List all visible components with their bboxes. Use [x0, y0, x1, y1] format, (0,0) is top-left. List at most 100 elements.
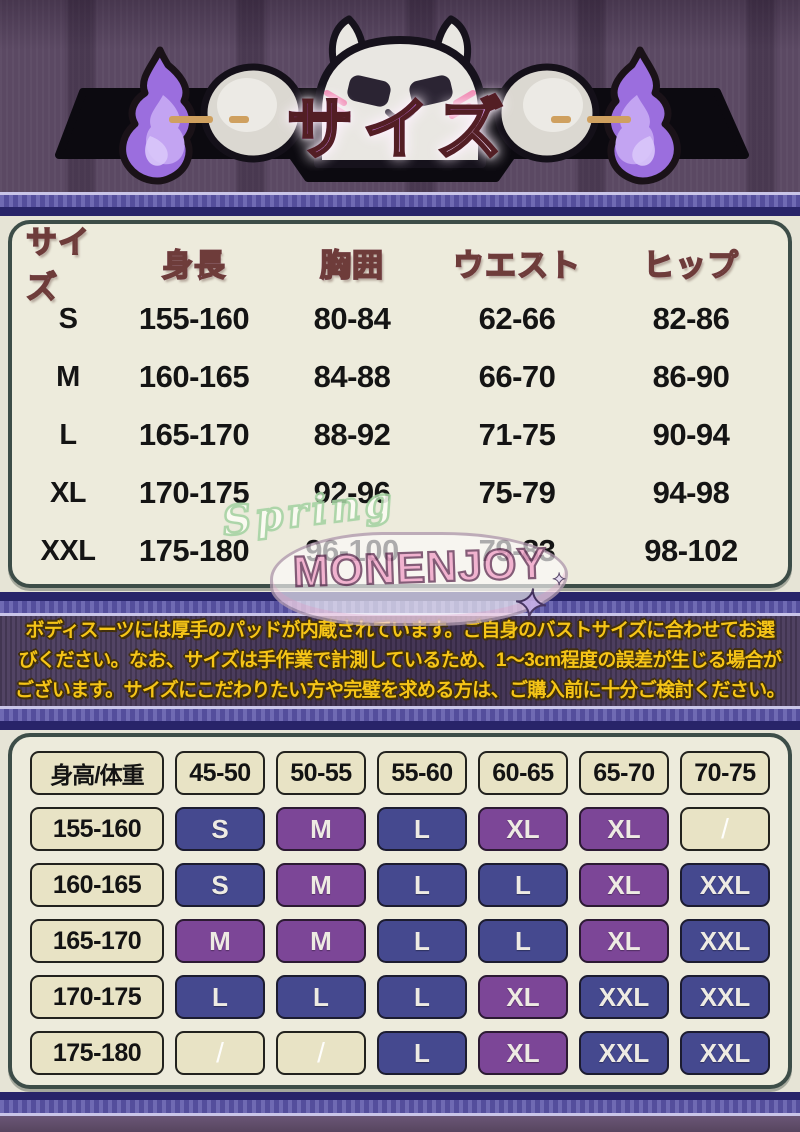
- matrix-height-label: 155-160: [30, 807, 164, 851]
- band-navy: [0, 1092, 800, 1100]
- dash-decoration: [551, 116, 572, 124]
- matrix-height-label: 175-180: [30, 1031, 164, 1075]
- matrix-size-cell: XXL: [680, 1031, 770, 1075]
- size-table-cell: 79-83: [478, 533, 556, 568]
- matrix-size-cell: XL: [478, 975, 568, 1019]
- size-table-cell: 75-79: [478, 475, 556, 510]
- mascot-paws: [200, 63, 600, 163]
- band-lavender: [0, 1113, 800, 1116]
- matrix-size-cell: L: [478, 919, 568, 963]
- size-table-col-header: ヒップ: [608, 232, 774, 292]
- matrix-size-cell: XXL: [680, 919, 770, 963]
- matrix-weight-header: 55-60: [377, 751, 467, 795]
- matrix-corner-header: 身高/体重: [30, 751, 164, 795]
- matrix-size-cell: XXL: [579, 1031, 669, 1075]
- matrix-size-cell: L: [276, 975, 366, 1019]
- height-weight-matrix-card: 身高/体重 45-50 50-55 55-60 60-65 65-70 70-75 155-1…: [8, 733, 792, 1089]
- matrix-weight-header: 60-65: [478, 751, 568, 795]
- footer-bands: [0, 1092, 800, 1132]
- height-weight-matrix-section: 身高/体重 45-50 50-55 55-60 60-65 65-70 70-75 155-1…: [0, 730, 800, 1092]
- size-table-cell: 71-75: [478, 417, 556, 452]
- cat-ghost-mascot-icon: [314, 15, 486, 168]
- size-table-cell: 88-92: [313, 417, 391, 452]
- matrix-size-cell: M: [276, 863, 366, 907]
- matrix-size-cell: XL: [579, 863, 669, 907]
- page-title: サイズ: [285, 91, 514, 168]
- size-measurements-card: サイズ 身長 胸囲 ウエスト ヒップ S 155-160 80-84 62-66 82-86 M 16…: [8, 220, 792, 588]
- band-purple: [0, 1116, 800, 1132]
- mascot-left-eye: [347, 75, 391, 107]
- size-table-cell: 90-94: [652, 417, 730, 452]
- matrix-height-label: 160-165: [30, 863, 164, 907]
- size-table-col-header: サイズ: [25, 224, 110, 306]
- matrix-weight-header: 70-75: [680, 751, 770, 795]
- size-table-cell: 160-165: [138, 359, 250, 394]
- size-table-cell: 82-86: [652, 301, 730, 336]
- band-lavender: [0, 706, 800, 709]
- size-table-cell: 96-100: [305, 533, 399, 568]
- band-lavender: [0, 192, 800, 195]
- matrix-size-cell: L: [377, 1031, 467, 1075]
- dash-decoration: [168, 116, 213, 124]
- size-table-grid: サイズ 身長 胸囲 ウエスト ヒップ S 155-160 80-84 62-66 82-86 M 16…: [25, 224, 774, 578]
- divider-band: [0, 192, 800, 216]
- matrix-size-cell: XL: [579, 919, 669, 963]
- size-table-cell: 92-96: [313, 475, 391, 510]
- band-navy: [0, 592, 800, 601]
- matrix-size-cell: S: [175, 863, 265, 907]
- mascot-banner-graphic: [55, 15, 749, 192]
- matrix-size-cell: XXL: [579, 975, 669, 1019]
- divider-band: [0, 706, 800, 730]
- size-table-cell: M: [56, 360, 80, 393]
- matrix-size-cell: L: [478, 863, 568, 907]
- matrix-table-grid: 身高/体重 45-50 50-55 55-60 60-65 65-70 70-75 155-1…: [28, 751, 772, 1075]
- size-table-cell: S: [58, 302, 78, 335]
- band-periwinkle: [0, 709, 800, 721]
- matrix-size-cell: M: [175, 919, 265, 963]
- size-table-cell: 165-170: [138, 417, 250, 452]
- mascot-mouth: [385, 109, 415, 122]
- matrix-size-cell: M: [276, 919, 366, 963]
- dash-decoration: [228, 116, 249, 124]
- matrix-height-label: 165-170: [30, 919, 164, 963]
- matrix-size-cell: L: [377, 863, 467, 907]
- size-table-cell: 94-98: [652, 475, 730, 510]
- size-table-cell: 86-90: [652, 359, 730, 394]
- band-periwinkle: [0, 1100, 800, 1113]
- size-table-cell: 62-66: [478, 301, 556, 336]
- matrix-size-cell: M: [276, 807, 366, 851]
- notice-line-2: びください。なお、サイズは手作業で計測しているため、1～3cm程度の誤差が生じる…: [18, 650, 782, 671]
- matrix-weight-header: 50-55: [276, 751, 366, 795]
- size-title-header: サイズ: [0, 0, 800, 192]
- matrix-size-cell: L: [377, 919, 467, 963]
- matrix-size-cell: XL: [478, 1031, 568, 1075]
- size-table-cell: 84-88: [313, 359, 391, 394]
- size-table-cell: XXL: [40, 534, 96, 567]
- size-table-cell: L: [59, 418, 77, 451]
- matrix-size-cell: L: [377, 807, 467, 851]
- size-table-col-header: ウエスト: [426, 232, 608, 292]
- matrix-size-cell: XXL: [680, 863, 770, 907]
- dash-decoration: [587, 116, 632, 124]
- size-table-cell: 98-102: [644, 533, 738, 568]
- size-table-cell: XL: [49, 476, 87, 509]
- band-periwinkle: [0, 195, 800, 207]
- band-navy: [0, 207, 800, 216]
- matrix-size-cell: /: [276, 1031, 366, 1075]
- matrix-size-cell: XL: [478, 807, 568, 851]
- matrix-size-cell: /: [680, 807, 770, 851]
- matrix-weight-header: 45-50: [175, 751, 265, 795]
- matrix-size-cell: L: [175, 975, 265, 1019]
- divider-band: [0, 592, 800, 616]
- matrix-size-cell: XL: [579, 807, 669, 851]
- size-table-cell: 175-180: [138, 533, 250, 568]
- page-title-wrap: サイズ: [285, 91, 514, 168]
- size-table-col-header: 胸囲: [278, 232, 426, 292]
- size-table-cell: 66-70: [478, 359, 556, 394]
- band-navy: [0, 721, 800, 730]
- size-table-cell: 80-84: [313, 301, 391, 336]
- size-table-col-header: 身長: [110, 232, 278, 292]
- matrix-size-cell: L: [377, 975, 467, 1019]
- matrix-height-label: 170-175: [30, 975, 164, 1019]
